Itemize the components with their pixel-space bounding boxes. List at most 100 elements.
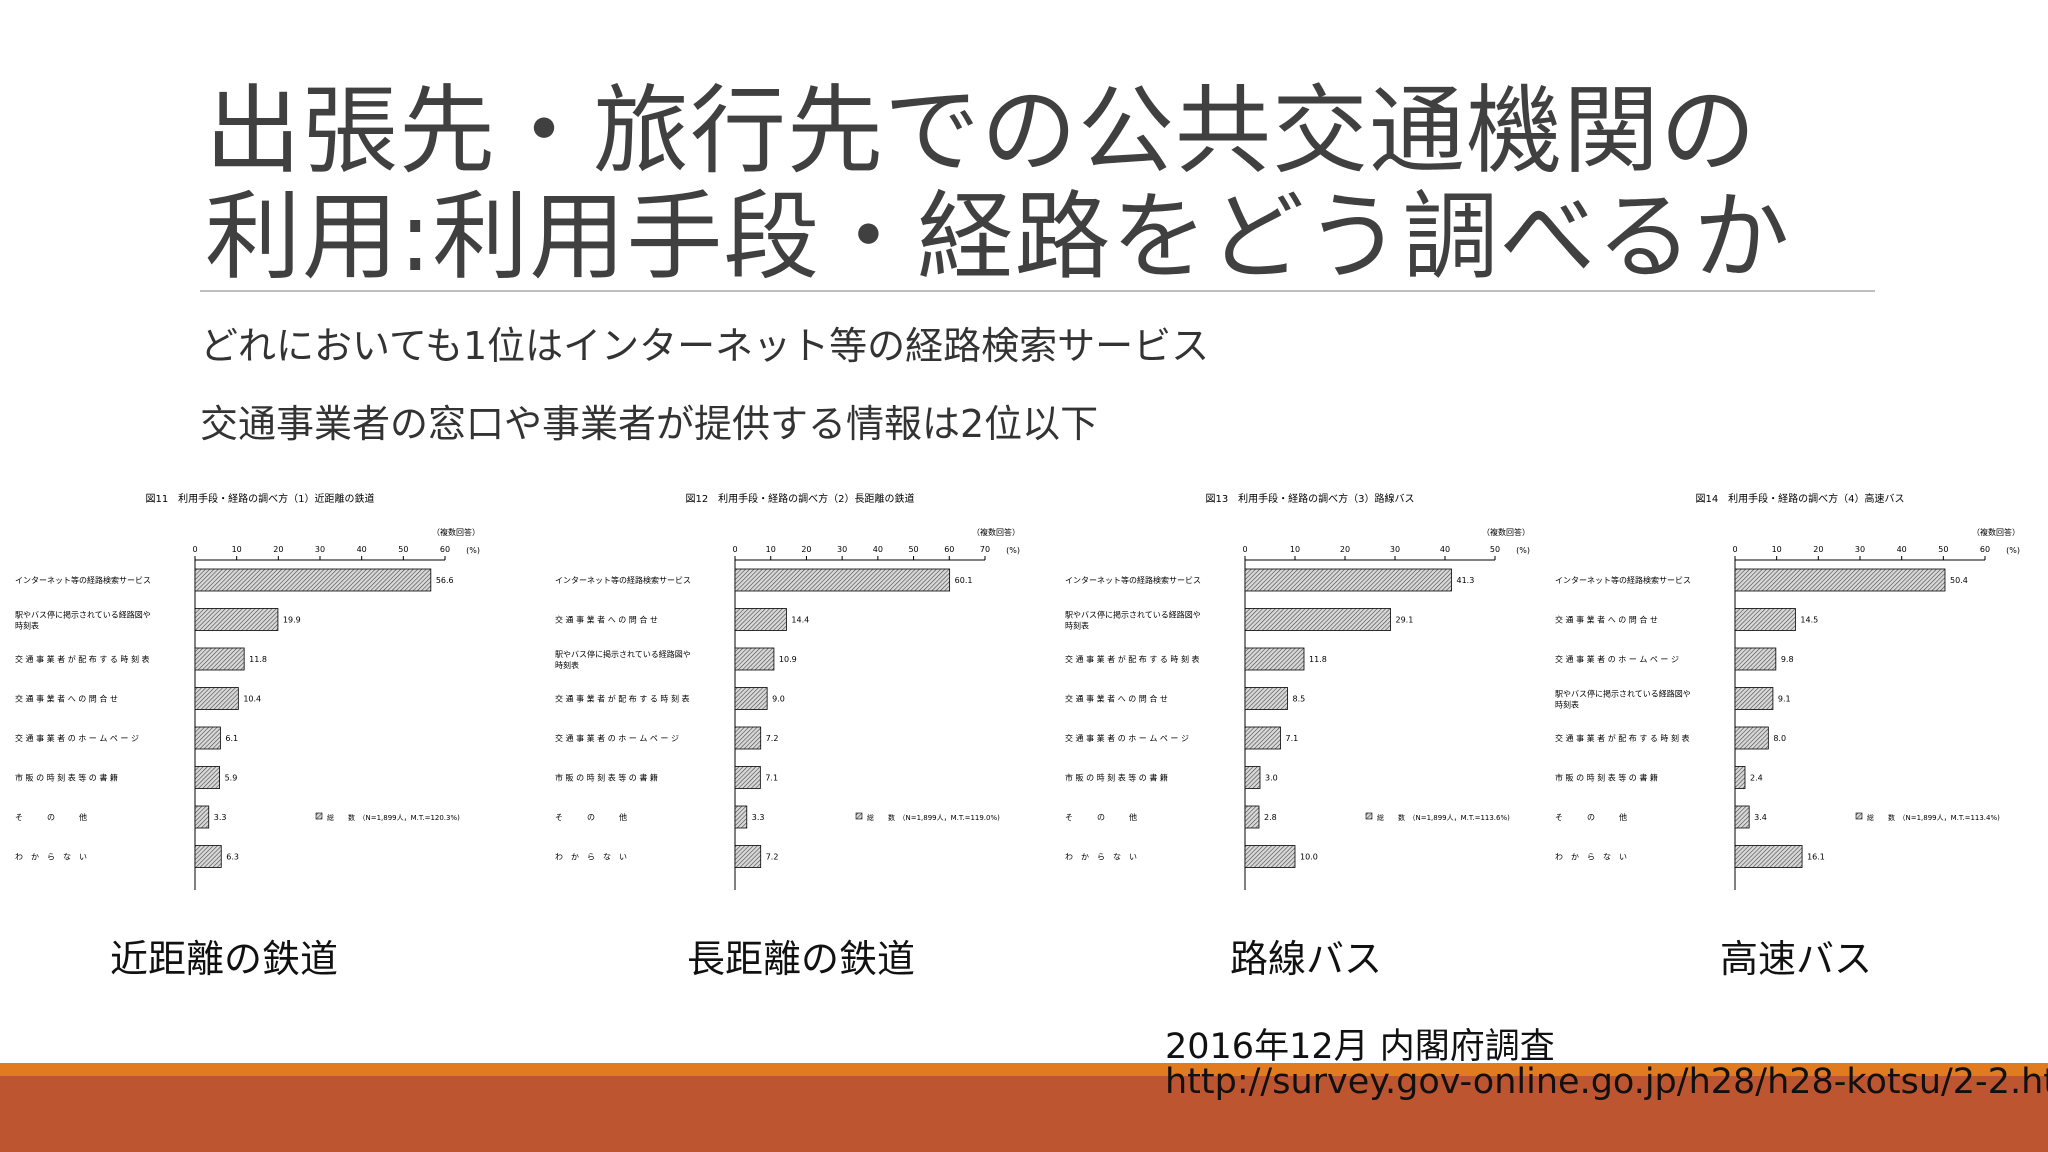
data-label: 56.6	[436, 576, 454, 585]
category-label-cont: 時刻表	[15, 621, 39, 631]
category-label: そ の 他	[555, 812, 627, 822]
category-label: 交 通 事 業 者 が 配 布 す る 時 刻 表	[1065, 654, 1200, 664]
legend-label: 総 数 （N=1,899人，M.T.=113.4%)	[1867, 813, 2000, 822]
bar	[194, 687, 239, 710]
bar	[194, 608, 279, 631]
bar	[734, 647, 775, 671]
category-label-cont: 時刻表	[1065, 621, 1089, 631]
title-line-1: 出張先・旅行先での公共交通機関の	[205, 75, 1757, 187]
chart-note: （複数回答）	[1482, 527, 1530, 537]
category-label: 交 通 事 業 者 へ の 問 合 せ	[555, 615, 658, 625]
data-label: 2.8	[1264, 813, 1277, 822]
category-label: 駅やバス停に掲示されている経路図や	[1065, 610, 1201, 620]
category-label: 交 通 事 業 者 へ の 問 合 せ	[1065, 694, 1168, 704]
chart-highway-bus: 図14 利用手段・経路の調べ方（4）高速バス （複数回答） (%) 0 10 20 30 40…	[1545, 485, 2048, 900]
bullet-text-1: どれにおいても1位はインターネット等の経路検索サービス	[200, 324, 1210, 368]
tick-label: 30	[315, 545, 325, 554]
tick-label: 10	[1290, 545, 1300, 554]
caption-route-bus: 路線バス	[1230, 937, 1383, 981]
category-label: 交 通 事 業 者 の ホ ー ム ペ ー ジ	[1065, 733, 1189, 743]
bar	[734, 766, 761, 789]
chart-title: 図12 利用手段・経路の調べ方（2）長距離の鉄道	[685, 492, 914, 505]
bar	[734, 608, 787, 631]
legend-swatch	[1855, 812, 1863, 820]
chart-short-distance-rail: 図11 利用手段・経路の調べ方（1）近距離の鉄道 （複数回答） (%) 0 10 20 30…	[5, 485, 515, 900]
category-label: 交 通 事 業 者 の ホ ー ム ペ ー ジ	[1555, 654, 1679, 664]
tick-label: 30	[837, 545, 847, 554]
bar	[194, 568, 432, 592]
chart-note: （複数回答）	[972, 527, 1020, 537]
legend-swatch	[1365, 812, 1373, 820]
chart-svg-2: 図12 利用手段・経路の調べ方（2）長距離の鉄道 （複数回答） (%) 0 10 20 30…	[555, 492, 1020, 890]
data-label: 50.4	[1950, 576, 1968, 585]
data-label: 7.1	[1286, 734, 1299, 743]
chart-long-distance-rail: 図12 利用手段・経路の調べ方（2）長距離の鉄道 （複数回答） (%) 0 10 20 30…	[545, 485, 1055, 900]
data-label: 16.1	[1807, 853, 1825, 862]
bar	[1244, 805, 1260, 829]
category-label: 交 通 事 業 者 が 配 布 す る 時 刻 表	[555, 694, 690, 704]
data-label: 14.5	[1800, 616, 1818, 625]
bar	[1244, 608, 1391, 631]
category-label: 市 販 の 時 刻 表 等 の 書 籍	[1065, 773, 1168, 783]
data-label: 60.1	[955, 576, 973, 585]
chart-title: 図11 利用手段・経路の調べ方（1）近距離の鉄道	[145, 492, 374, 505]
bar	[1244, 568, 1452, 592]
category-label: そ の 他	[1555, 812, 1627, 822]
data-label: 11.8	[1309, 655, 1327, 664]
footer-band-orange	[0, 1063, 2048, 1076]
data-label: 3.0	[1265, 774, 1278, 783]
title-line-2: 利用:利用手段・経路をどう調べるか	[205, 181, 1791, 293]
tick-label: 30	[1390, 545, 1400, 554]
tick-label: 50	[1490, 545, 1500, 554]
legend-label: 総 数 （N=1,899人，M.T.=119.0%)	[867, 813, 1000, 822]
chart-title: 図14 利用手段・経路の調べ方（4）高速バス	[1695, 492, 1904, 505]
category-label-cont: 時刻表	[1555, 700, 1579, 710]
tick-label: 60	[440, 545, 450, 554]
bar	[734, 687, 768, 710]
category-label: インターネット等の経路検索サービス	[555, 575, 691, 585]
unit-label: (%)	[2006, 546, 2020, 555]
category-label: 駅やバス停に掲示されている経路図や	[1555, 689, 1691, 699]
data-label: 3.3	[752, 813, 765, 822]
category-label: インターネット等の経路検索サービス	[1555, 575, 1691, 585]
data-label: 19.9	[283, 616, 301, 625]
category-label: わ か ら な い	[15, 853, 87, 862]
bar	[1244, 766, 1261, 789]
bar	[734, 805, 748, 829]
data-label: 41.3	[1457, 576, 1475, 585]
data-label: 9.8	[1781, 655, 1794, 664]
bar	[1734, 687, 1774, 710]
chart-title: 図13 利用手段・経路の調べ方（3）路線バス	[1205, 492, 1414, 505]
data-label: 10.0	[1300, 853, 1318, 862]
tick-label: 50	[398, 545, 408, 554]
category-label: わ か ら な い	[1555, 853, 1627, 862]
caption-highway-bus: 高速バス	[1720, 937, 1873, 981]
tick-label: 40	[357, 545, 367, 554]
unit-label: (%)	[1516, 546, 1530, 555]
bar	[1734, 805, 1750, 829]
tick-label: 10	[766, 545, 776, 554]
legend-swatch	[315, 812, 323, 820]
chart-note: （複数回答）	[1972, 527, 2020, 537]
category-label: わ か ら な い	[555, 853, 627, 862]
data-label: 6.3	[226, 853, 239, 862]
category-label: 駅やバス停に掲示されている経路図や	[555, 649, 691, 659]
bar	[1734, 647, 1777, 671]
data-label: 2.4	[1750, 774, 1763, 783]
category-label: そ の 他	[15, 812, 87, 822]
source-url-link[interactable]: http://survey.gov-online.go.jp/h28/h28-k…	[1165, 1062, 2048, 1102]
bar	[1734, 568, 1946, 592]
data-label: 8.0	[1773, 734, 1786, 743]
bar	[1244, 845, 1296, 868]
category-label: 市 販 の 時 刻 表 等 の 書 籍	[555, 773, 658, 783]
bar	[194, 845, 222, 868]
category-label: 交 通 事 業 者 が 配 布 す る 時 刻 表	[15, 654, 150, 664]
tick-label: 20	[273, 545, 283, 554]
tick-label: 40	[1440, 545, 1450, 554]
data-label: 11.8	[249, 655, 267, 664]
tick-label: 10	[232, 545, 242, 554]
data-label: 29.1	[1396, 616, 1414, 625]
unit-label: (%)	[466, 546, 480, 555]
data-label: 7.2	[766, 853, 779, 862]
bar	[1244, 726, 1281, 750]
